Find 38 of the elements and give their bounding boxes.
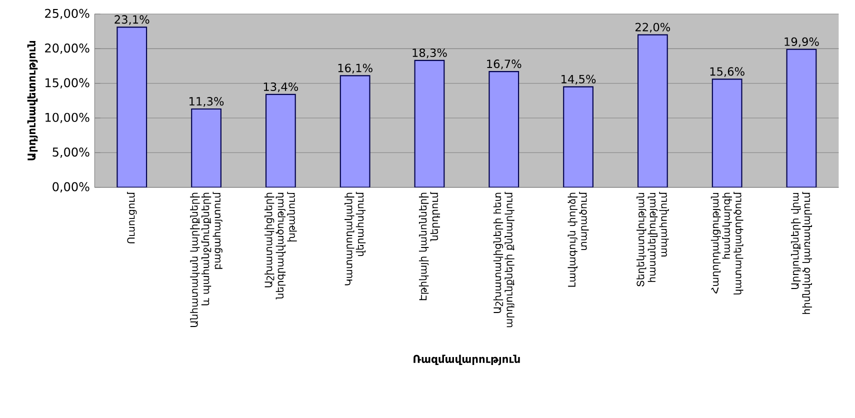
y-tick-label: 15,00% [46,78,90,88]
bar [637,34,668,188]
y-tick-label: 5,00% [52,148,90,158]
x-tick-label: Արդյունքների վրա հիմնված կառավարում [790,192,812,314]
data-label: 11,3% [190,97,224,107]
data-label: 13,4% [264,82,298,92]
x-tick-label: Աշխատակիցների հետ արդյունքների քննարկում [493,192,514,328]
y-tick-label: 0,00% [52,182,90,192]
bar [414,60,445,188]
x-tick-label: Հաղորդակցության համակարգի կատարելագործում [710,192,744,294]
y-tick-label: 25,00% [45,8,90,20]
x-tick-label: Էթիկայի կանոնների ներդրում [418,192,440,300]
bar [786,48,817,188]
data-label: 23,1% [114,15,150,25]
data-label: 19,9% [784,37,819,48]
bar [191,108,222,188]
x-axis-title: Ռազմավարություն [414,354,520,366]
x-tick-label: Աշխատակիցների ներգրավվածության խթանում [264,192,297,300]
bar [340,75,370,188]
bar [563,86,594,188]
y-tick-label: 20,00% [45,44,90,54]
data-label: 18,3% [412,48,447,58]
x-tick-label: Կատարողականի վերահսկում [344,192,366,286]
bar [712,78,742,188]
x-tick-label: Տեղեկատվության հասանելիության ապահովում [636,192,669,286]
bar [116,26,148,188]
data-label: 22,0% [636,22,670,33]
bar [488,71,520,188]
x-tick-label: Լավագույն փորձի տարածում [568,192,589,287]
data-label: 14,5% [562,74,596,85]
x-tick-label: Ուսուցում [127,192,137,244]
y-axis-title: Արդյունավետություն [27,40,38,160]
y-tick-label: 10,00% [46,112,90,124]
data-label: 15,6% [710,67,744,77]
x-tick-label: Անհատական կարիքների և պահանջմունքների բացահայտում [190,192,222,327]
data-label: 16,7% [487,60,522,70]
bar [265,94,296,188]
data-label: 16,1% [338,64,372,74]
